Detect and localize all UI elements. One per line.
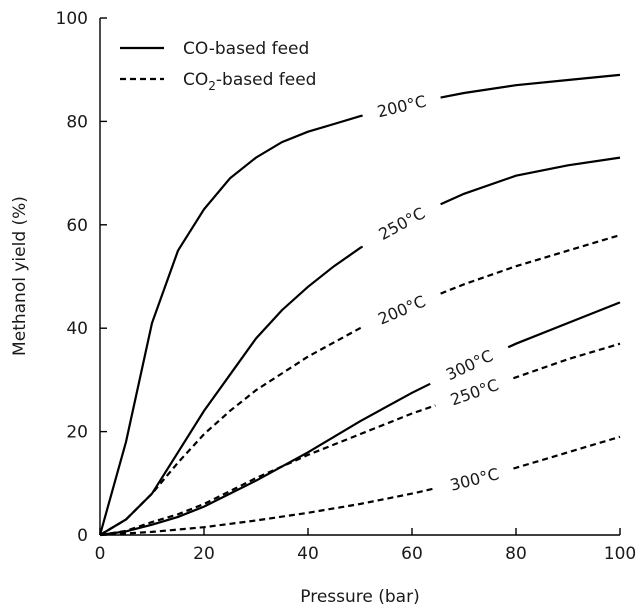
y-tick-label: 60 xyxy=(66,216,88,236)
x-ticks: 0 20 40 60 80 100 xyxy=(95,528,636,564)
co-curve-250c-segment xyxy=(99,245,364,536)
co2-curve-200c-segment xyxy=(99,326,364,536)
co-curve-200c-segment xyxy=(440,73,621,99)
legend-co2-rest: -based feed xyxy=(216,70,317,90)
x-tick-label: 40 xyxy=(297,544,319,564)
co2-curve-250c-segment xyxy=(513,342,621,380)
x-tick-label: 20 xyxy=(193,544,215,564)
x-axis-title: Pressure (bar) xyxy=(300,587,419,607)
y-tick-label: 0 xyxy=(77,526,88,546)
axes xyxy=(99,18,620,536)
x-tick-label: 60 xyxy=(401,544,423,564)
legend-co2-label: CO2-based feed xyxy=(183,70,316,93)
y-ticks: 0 20 40 60 80 100 xyxy=(56,9,107,546)
co-curve-300c-segment xyxy=(507,301,621,349)
x-tick-label: 100 xyxy=(604,544,636,564)
co-curve-250c-segment xyxy=(440,156,621,206)
co-curve-300c-segment xyxy=(99,382,431,537)
co-curve-label: 250°C xyxy=(375,203,428,243)
co2-curve-label: 200°C xyxy=(375,292,428,329)
x-tick-label: 80 xyxy=(505,544,527,564)
y-tick-label: 80 xyxy=(66,112,88,132)
y-axis-title: Methanol yield (%) xyxy=(10,196,30,356)
co-curve-200c-segment xyxy=(98,114,363,536)
series-curves xyxy=(98,73,621,537)
legend-co2-main: CO xyxy=(183,70,208,90)
co-curve-label: 200°C xyxy=(375,92,428,122)
co2-curve-300c-segment xyxy=(99,487,436,537)
legend-co2-sub: 2 xyxy=(208,79,216,93)
legend: CO-based feed CO2-based feed xyxy=(120,39,316,93)
x-tick-label: 0 xyxy=(95,544,106,564)
co2-curve-label: 300°C xyxy=(448,464,501,495)
y-tick-label: 100 xyxy=(56,9,88,29)
y-tick-label: 20 xyxy=(66,423,88,443)
y-tick-label: 40 xyxy=(66,319,88,339)
legend-co-label: CO-based feed xyxy=(183,39,309,59)
co2-curve-200c-segment xyxy=(440,234,621,295)
co2-curve-300c-segment xyxy=(513,435,621,470)
co2-curve-250c-segment xyxy=(99,404,436,537)
